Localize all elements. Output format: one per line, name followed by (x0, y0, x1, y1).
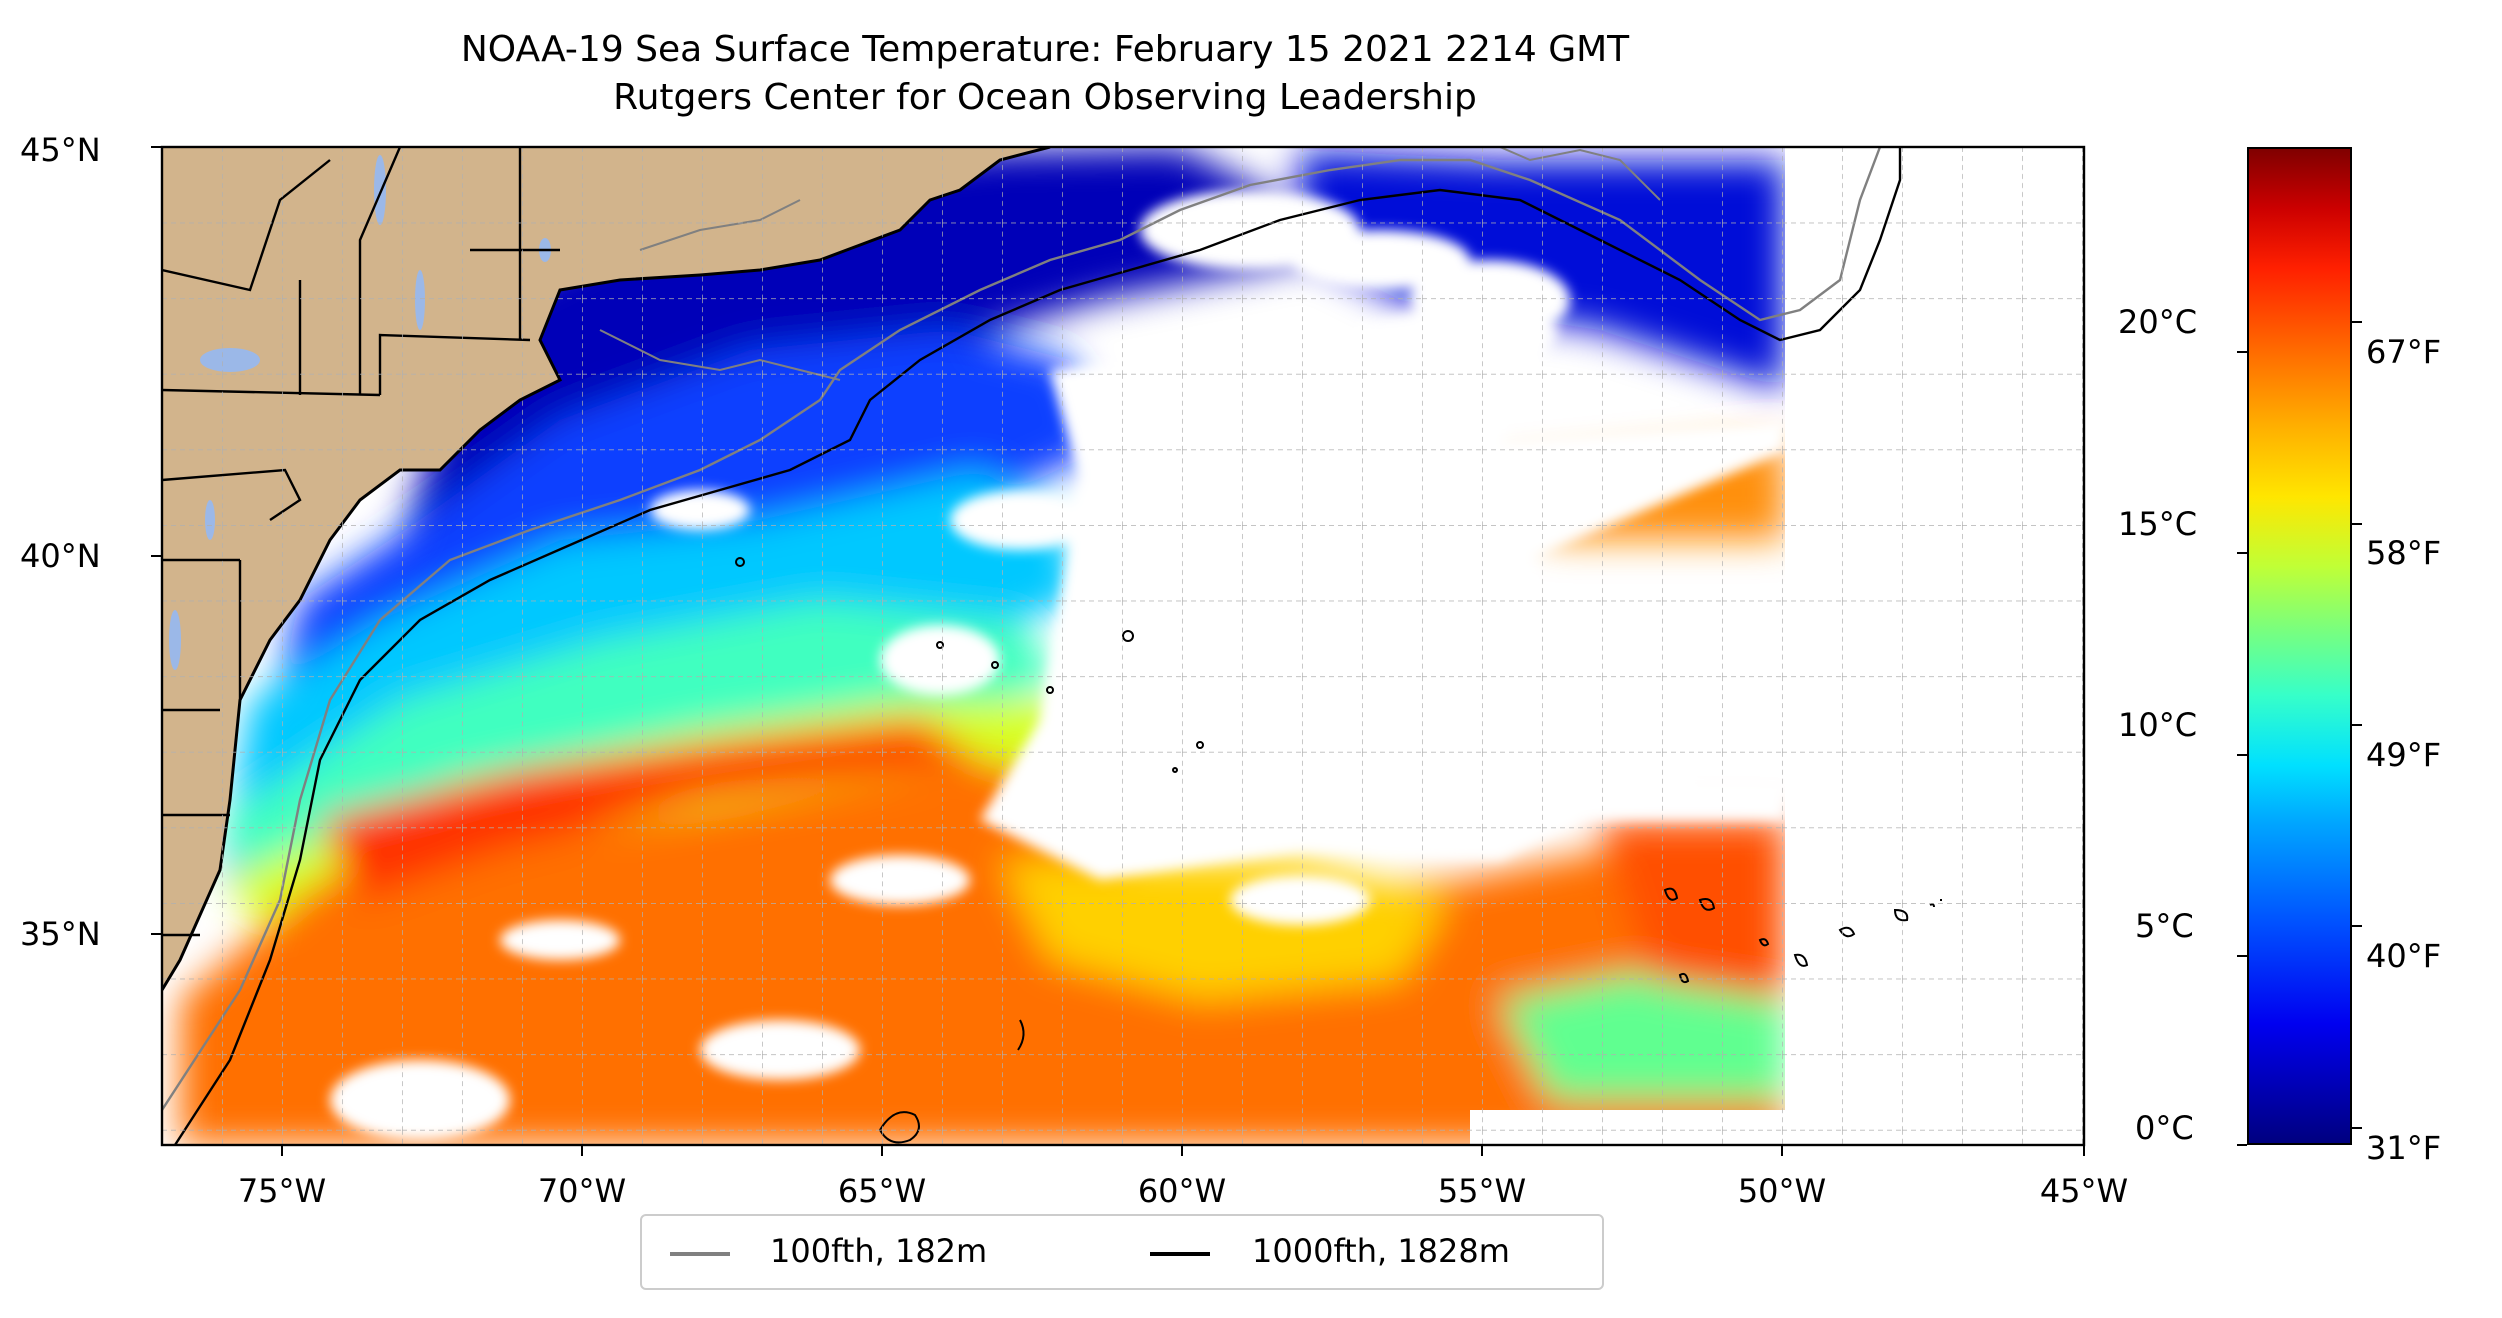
colorbar-celsius-tick: 20°C (2118, 303, 2198, 341)
y-tick-label: 35°N (20, 915, 101, 953)
colorbar-fahrenheit-tick: 67°F (2366, 333, 2442, 371)
map-frame (160, 145, 2086, 1147)
x-tick-label: 75°W (237, 1172, 327, 1210)
legend: 100fth, 182m 1000fth, 1828m (640, 1214, 1604, 1290)
colorbar-fahrenheit-tick: 49°F (2366, 736, 2442, 774)
x-tick-label: 50°W (1737, 1172, 1827, 1210)
colorbar-celsius-tick: 15°C (2118, 505, 2198, 543)
colorbar-fahrenheit-tick: 31°F (2366, 1129, 2442, 1167)
map-title: NOAA-19 Sea Surface Temperature: Februar… (460, 29, 1630, 70)
legend-label-100fth: 100fth, 182m (770, 1232, 988, 1270)
gridlines (162, 147, 2084, 1145)
colorbar-fahrenheit-tick: 40°F (2366, 937, 2442, 975)
colorbar-celsius-tick: 5°C (2135, 907, 2194, 945)
y-tick-label: 45°N (20, 131, 101, 169)
y-tick-label: 40°N (20, 537, 101, 575)
x-tick-label: 65°W (837, 1172, 927, 1210)
x-tick-label: 45°W (2039, 1172, 2129, 1210)
colorbar-celsius-tick: 0°C (2135, 1109, 2194, 1147)
legend-swatch-1000fth (1150, 1252, 1210, 1256)
colorbar-fahrenheit-tick: 58°F (2366, 534, 2442, 572)
colorbar-celsius-tick: 10°C (2118, 706, 2198, 744)
legend-swatch-100fth (670, 1252, 730, 1256)
x-tick-label: 55°W (1437, 1172, 1527, 1210)
legend-label-1000fth: 1000fth, 1828m (1252, 1232, 1510, 1270)
axis-ticks (151, 146, 2362, 1156)
map-subtitle: Rutgers Center for Ocean Observing Leade… (613, 77, 1477, 118)
x-tick-label: 70°W (537, 1172, 627, 1210)
colorbar (2247, 147, 2352, 1145)
x-tick-label: 60°W (1137, 1172, 1227, 1210)
